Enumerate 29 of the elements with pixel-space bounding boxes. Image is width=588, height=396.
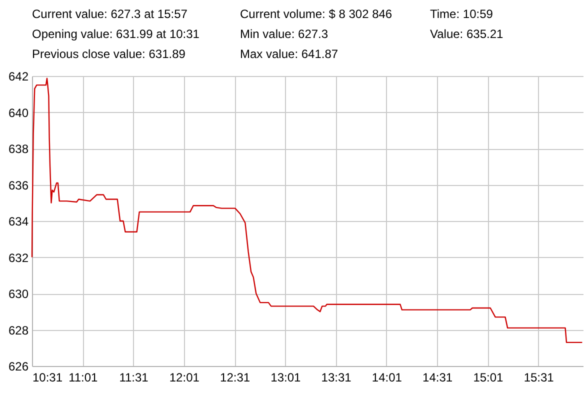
x-tick-label: 15:31 — [524, 370, 554, 384]
y-tick-label: 628 — [8, 323, 29, 338]
text: Time: 10:59 — [430, 7, 494, 21]
text: Current volume: $ 8 302 846 — [240, 7, 392, 21]
text: Value: 635.21 — [430, 27, 504, 41]
y-tick-label: 640 — [8, 106, 29, 120]
y-tick-label: 638 — [8, 142, 29, 156]
x-tick-label: 13:01 — [270, 370, 302, 384]
y-tick-label: 636 — [8, 178, 29, 192]
x-tick-label: 11:01 — [68, 370, 98, 384]
x-tick-label: 11:31 — [119, 370, 149, 384]
x-tick-label: 12:01 — [169, 370, 200, 384]
text: Previous close value: 631.89 — [32, 47, 186, 61]
line-series — [31, 78, 583, 344]
x-tick-label: 15:01 — [473, 370, 504, 384]
y-tick-label: 630 — [8, 287, 29, 301]
x-tick-label: 10:31 — [32, 370, 63, 384]
y-tick-label: 642 — [8, 70, 29, 84]
x-tick-label: 12:31 — [220, 370, 250, 384]
x-tick-label: 14:01 — [372, 370, 402, 384]
text: Current value: 627.3 at 15:57 — [32, 7, 188, 21]
text: Max value: 641.87 — [240, 47, 338, 61]
x-tick-label: 13:31 — [321, 370, 352, 384]
text: Min value: 627.3 — [240, 27, 328, 41]
y-tick-label: 626 — [8, 360, 29, 374]
x-tick-label: 14:31 — [422, 370, 453, 384]
y-tick-label: 632 — [8, 250, 29, 265]
text: Opening value: 631.99 at 10:31 — [32, 27, 200, 41]
y-tick-label: 634 — [8, 214, 29, 228]
